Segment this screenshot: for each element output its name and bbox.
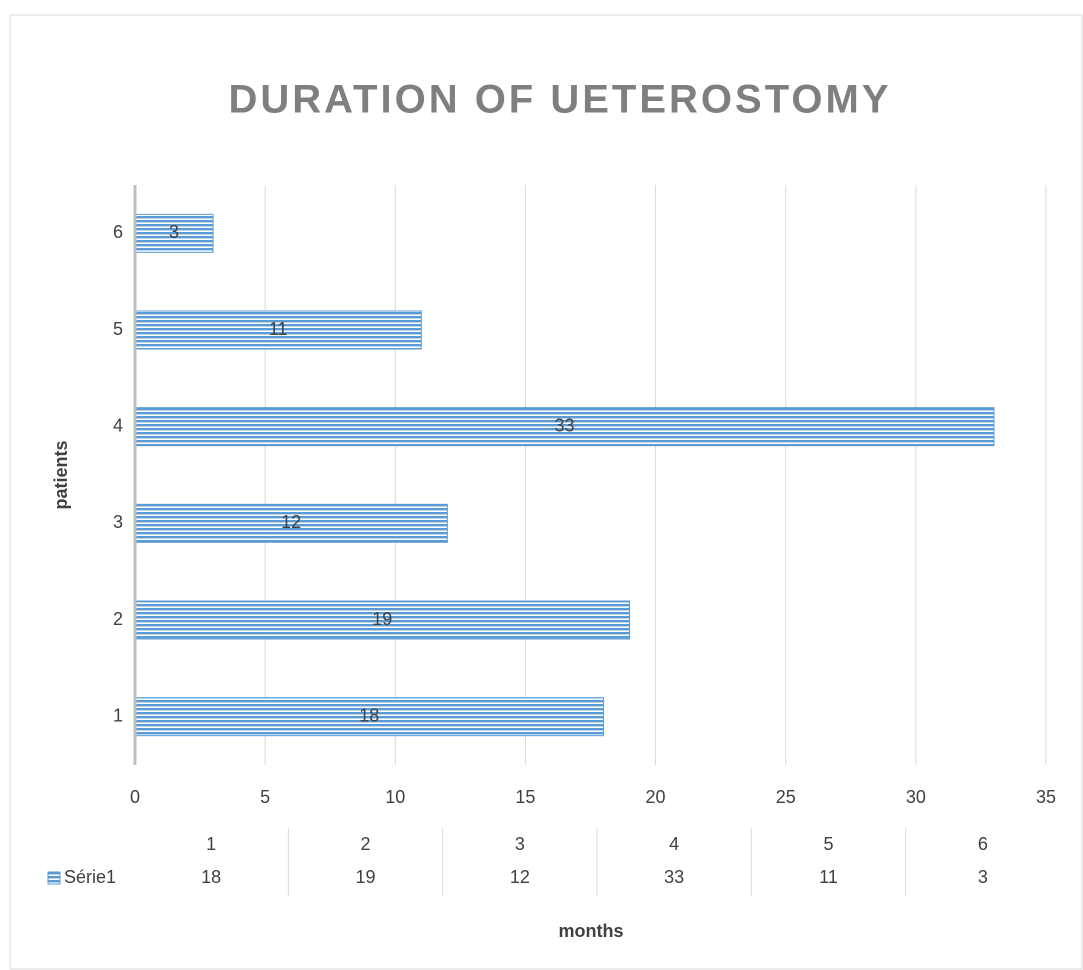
data-label: 33 — [554, 415, 574, 435]
y-tick-label: 1 — [113, 705, 123, 725]
table-category: 3 — [515, 834, 525, 854]
bar — [134, 600, 631, 640]
table-category: 6 — [978, 834, 988, 854]
x-axis-title: months — [559, 921, 624, 941]
table-value: 11 — [819, 867, 838, 887]
x-tick-label: 20 — [646, 787, 666, 807]
table-value: 18 — [201, 867, 221, 887]
table-value: 12 — [510, 867, 530, 887]
bar — [134, 503, 448, 543]
y-tick-label: 5 — [113, 319, 123, 339]
legend-label: Série1 — [64, 867, 116, 887]
chart-border — [9, 14, 1083, 970]
legend-swatch — [47, 871, 61, 885]
y-tick-label: 2 — [113, 609, 123, 629]
y-tick-label: 6 — [113, 222, 123, 242]
table-category: 5 — [823, 834, 833, 854]
y-tick-label: 3 — [113, 512, 123, 532]
x-tick-label: 25 — [776, 787, 796, 807]
y-tick-label: 4 — [113, 415, 123, 435]
table-value: 19 — [355, 867, 375, 887]
x-tick-label: 15 — [515, 787, 535, 807]
data-label: 18 — [359, 705, 379, 725]
x-tick-label: 5 — [260, 787, 270, 807]
table-category: 4 — [669, 834, 679, 854]
bar — [134, 407, 995, 447]
x-tick-label: 10 — [385, 787, 405, 807]
chart-title: DURATION OF UETEROSTOMY — [228, 78, 891, 122]
data-label: 11 — [269, 319, 288, 339]
table-category: 1 — [206, 834, 216, 854]
table-value: 33 — [664, 867, 684, 887]
data-label: 3 — [169, 222, 179, 242]
x-tick-label: 35 — [1036, 787, 1056, 807]
table-category: 2 — [360, 834, 370, 854]
y-axis-title: patients — [51, 440, 71, 509]
bar — [134, 310, 422, 350]
table-value: 3 — [978, 867, 988, 887]
x-tick-label: 0 — [130, 787, 140, 807]
data-label: 19 — [372, 609, 392, 629]
bar — [134, 213, 214, 253]
data-label: 12 — [281, 512, 301, 532]
x-tick-label: 30 — [906, 787, 926, 807]
